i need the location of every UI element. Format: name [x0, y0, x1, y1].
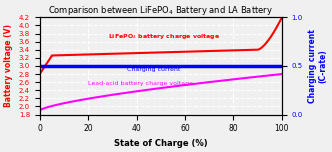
Y-axis label: Charging current
(C-rate): Charging current (C-rate) [308, 29, 328, 103]
Title: Comparison between LiFePO$_4$ Battery and LA Battery: Comparison between LiFePO$_4$ Battery an… [48, 4, 273, 17]
Text: LiFePO$_4$ battery charge voltage: LiFePO$_4$ battery charge voltage [108, 32, 220, 41]
Text: Charging current: Charging current [127, 67, 180, 72]
Text: Lead-acid battery charge voltage: Lead-acid battery charge voltage [88, 81, 193, 86]
Y-axis label: Battery voltage (V): Battery voltage (V) [4, 24, 13, 107]
X-axis label: State of Charge (%): State of Charge (%) [114, 139, 208, 148]
